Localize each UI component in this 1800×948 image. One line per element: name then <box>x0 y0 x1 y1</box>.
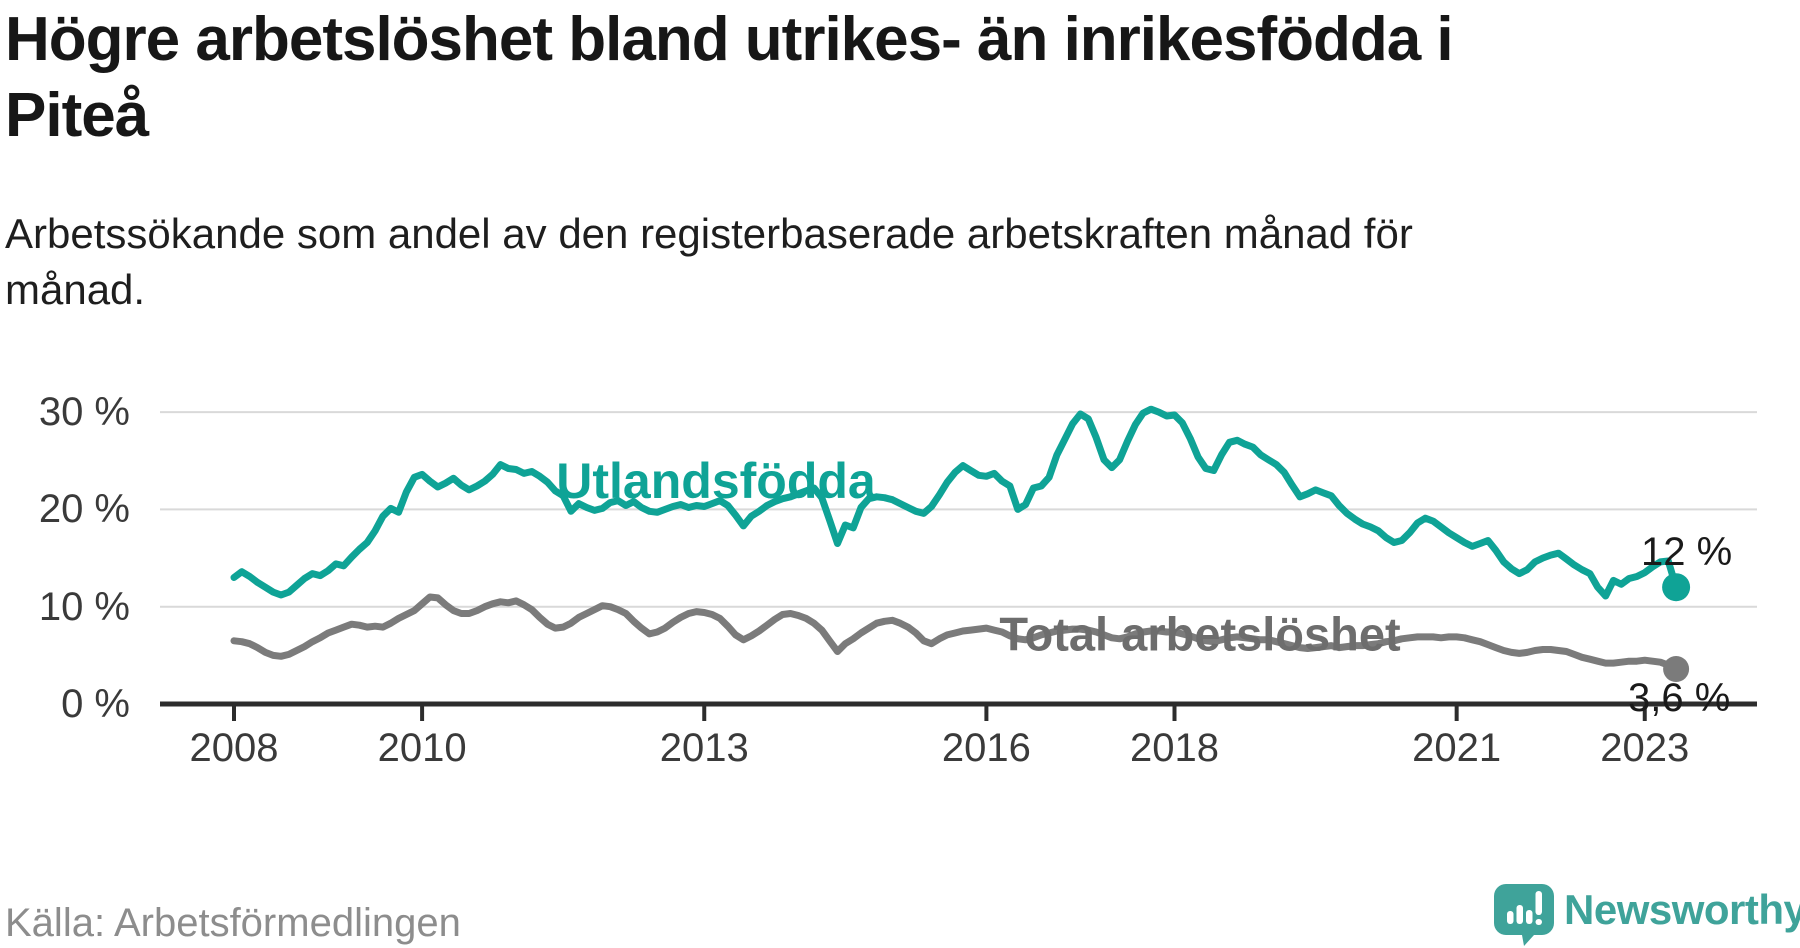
source-note: Källa: Arbetsförmedlingen <box>5 901 461 945</box>
brand-name: Newsworthy <box>1564 886 1800 933</box>
end-value-label-total-arbetsloshet: 3,6 % <box>1628 676 1731 720</box>
x-axis-tick-label: 2010 <box>377 726 467 770</box>
title-line-2: Piteå <box>5 81 149 150</box>
subtitle-line-1: Arbetssökande som andel av den registerb… <box>5 210 1413 257</box>
title-line-1: Högre arbetslöshet bland utrikes- än inr… <box>5 5 1454 74</box>
series-end-dot-total <box>1663 656 1690 682</box>
series-line-total <box>230 593 1680 673</box>
y-axis-tick-label: 30 % <box>38 390 130 435</box>
x-axis-tick-label: 2021 <box>1412 726 1502 770</box>
x-axis-tick-label: 2016 <box>941 726 1031 770</box>
newsworthy-logo-icon <box>1494 884 1554 946</box>
x-axis-tick-label: 2013 <box>659 726 749 770</box>
series-label-utlandsfodda: Utlandsfödda <box>556 453 876 509</box>
end-value-label-utlandsfodda: 12 % <box>1641 530 1733 574</box>
series-label-total-arbetsloshet: Total arbetslöshet <box>999 607 1401 661</box>
x-axis-tick-label: 2023 <box>1600 726 1690 770</box>
x-axis-tick-label: 2008 <box>189 726 279 770</box>
series-line-utlandsfodda <box>230 405 1680 600</box>
y-axis-tick-label: 10 % <box>38 584 130 629</box>
series-end-dot-utlandsfodda <box>1662 573 1691 602</box>
page-title: Högre arbetslöshet bland utrikes- än inr… <box>5 2 1454 154</box>
y-axis-tick-label: 0 % <box>61 682 130 726</box>
y-axis-tick-label: 20 % <box>38 487 130 532</box>
x-axis-tick-label: 2018 <box>1130 726 1219 770</box>
subtitle-line-2: månad. <box>5 266 146 313</box>
chart-subtitle: Arbetssökande som andel av den registerb… <box>5 206 1413 318</box>
